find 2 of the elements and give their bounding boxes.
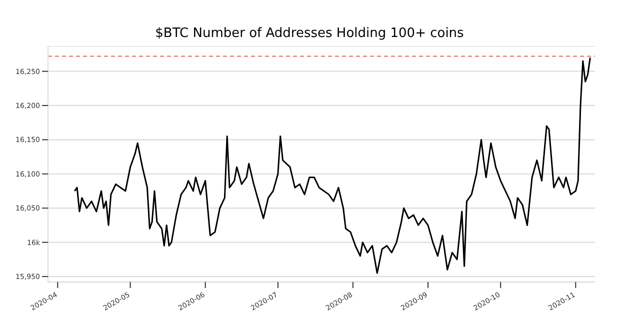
line-series bbox=[74, 56, 591, 274]
chart-title: $BTC Number of Addresses Holding 100+ coins bbox=[154, 25, 465, 43]
